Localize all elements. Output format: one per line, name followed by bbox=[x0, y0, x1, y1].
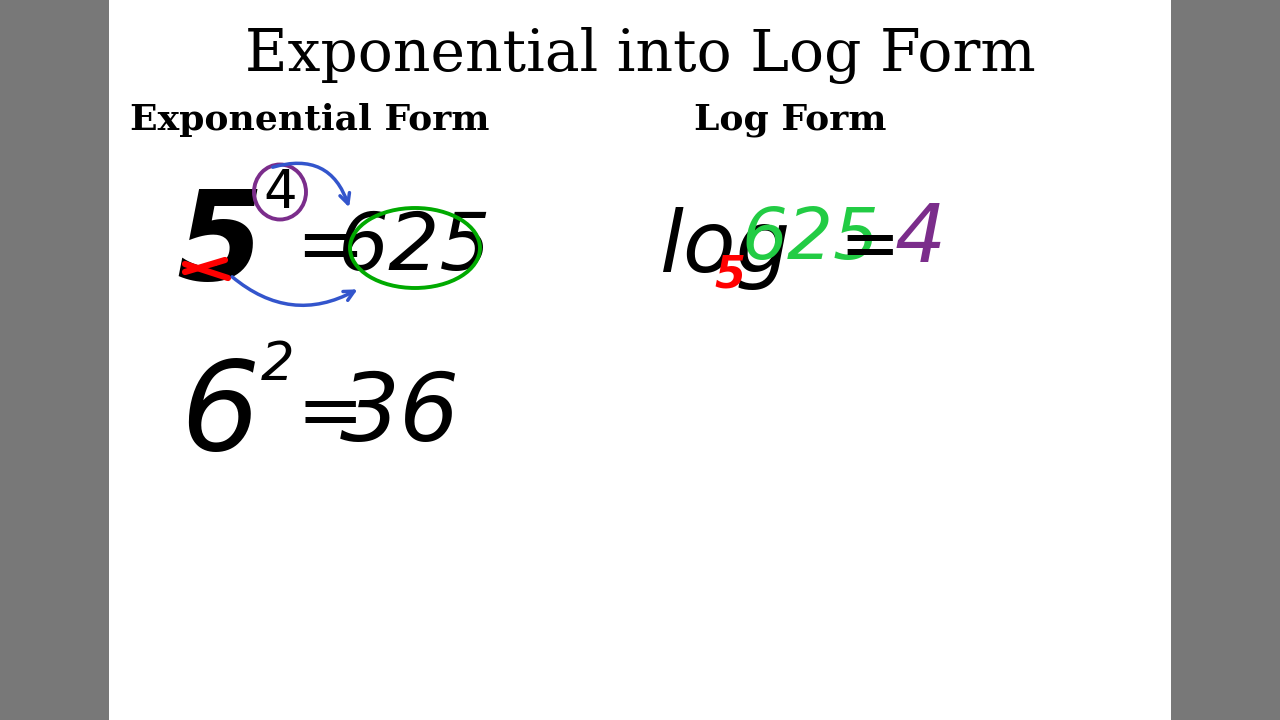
Text: Exponential into Log Form: Exponential into Log Form bbox=[244, 27, 1036, 84]
Text: 36: 36 bbox=[340, 369, 460, 461]
Text: 625: 625 bbox=[338, 209, 492, 287]
FancyArrowPatch shape bbox=[273, 163, 349, 204]
FancyArrowPatch shape bbox=[232, 276, 355, 305]
Text: =: = bbox=[840, 212, 900, 283]
Text: 5: 5 bbox=[177, 184, 264, 305]
Text: Log Form: Log Form bbox=[694, 103, 886, 137]
Text: 625: 625 bbox=[741, 205, 879, 274]
Bar bbox=[109, 0, 1171, 720]
Text: 4: 4 bbox=[264, 167, 297, 219]
Text: log: log bbox=[660, 207, 791, 289]
Text: 5: 5 bbox=[714, 253, 745, 297]
Text: 6: 6 bbox=[180, 354, 260, 475]
Text: =: = bbox=[294, 208, 365, 288]
Text: 4: 4 bbox=[895, 201, 946, 279]
Text: Exponential Form: Exponential Form bbox=[131, 103, 490, 137]
Text: 2: 2 bbox=[261, 339, 294, 391]
Text: =: = bbox=[296, 376, 364, 454]
